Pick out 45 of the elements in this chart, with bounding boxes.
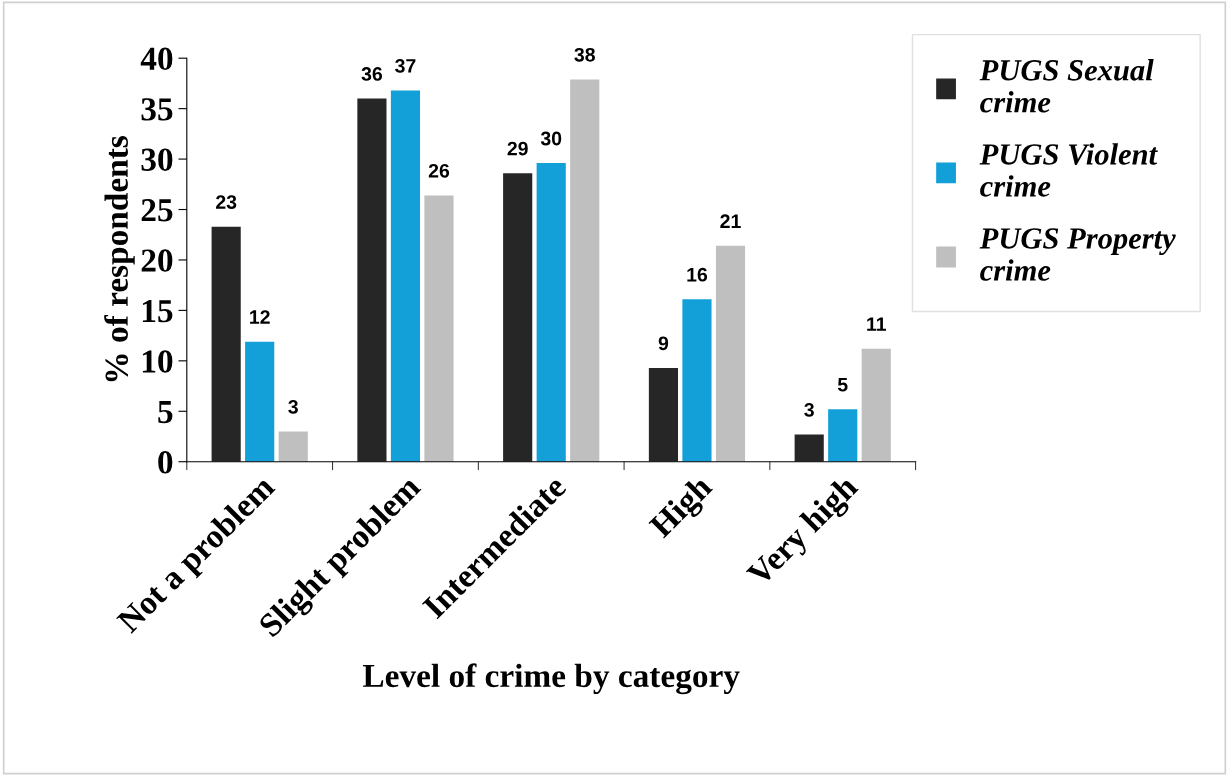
bar	[211, 226, 241, 462]
bar	[715, 245, 746, 462]
bar	[861, 348, 891, 462]
y-tick-label: 40	[140, 47, 173, 71]
bar	[828, 409, 858, 462]
bar	[424, 195, 454, 462]
legend-label: PUGS Sexual crime	[979, 59, 1154, 113]
y-tick-label: 25	[141, 199, 173, 222]
data-label: 3	[804, 402, 814, 417]
data-label: 30	[540, 131, 562, 146]
bar	[682, 299, 712, 462]
y-axis-title: % of respondents	[104, 136, 135, 382]
y-tick-label: 0	[158, 451, 173, 474]
y-tick-label: 30	[141, 148, 173, 171]
data-label: 5	[837, 377, 848, 392]
data-label: 9	[658, 336, 669, 351]
legend-label: PUGS Violent crime	[979, 143, 1158, 197]
legend-label: PUGS Property crime	[979, 228, 1176, 281]
bar	[794, 434, 824, 462]
bar	[536, 163, 566, 462]
bar	[245, 341, 275, 462]
bar	[278, 431, 308, 462]
y-tick-label: 10	[142, 350, 173, 373]
bar	[390, 90, 421, 462]
y-tick-label: 15	[142, 299, 173, 323]
data-label: 26	[428, 163, 450, 178]
y-tick-label: 35	[141, 98, 173, 121]
x-tick-label: Very high	[744, 473, 864, 593]
bar	[503, 173, 533, 462]
y-tick-label: 5	[158, 401, 173, 424]
data-label: 38	[574, 47, 595, 62]
x-axis-title: Level of crime by category	[362, 663, 740, 695]
data-label: 23	[216, 195, 237, 209]
y-tick-label: 20	[141, 249, 173, 272]
bar	[357, 98, 387, 462]
data-label: 11	[867, 317, 886, 331]
bar	[570, 79, 600, 462]
data-label: 3	[288, 399, 298, 414]
data-label: 12	[250, 310, 270, 324]
data-label: 37	[395, 58, 416, 73]
data-label: 36	[361, 67, 383, 81]
data-label: 29	[507, 141, 528, 156]
data-label: 16	[687, 267, 708, 282]
data-label: 21	[720, 214, 741, 228]
bar	[648, 367, 679, 462]
